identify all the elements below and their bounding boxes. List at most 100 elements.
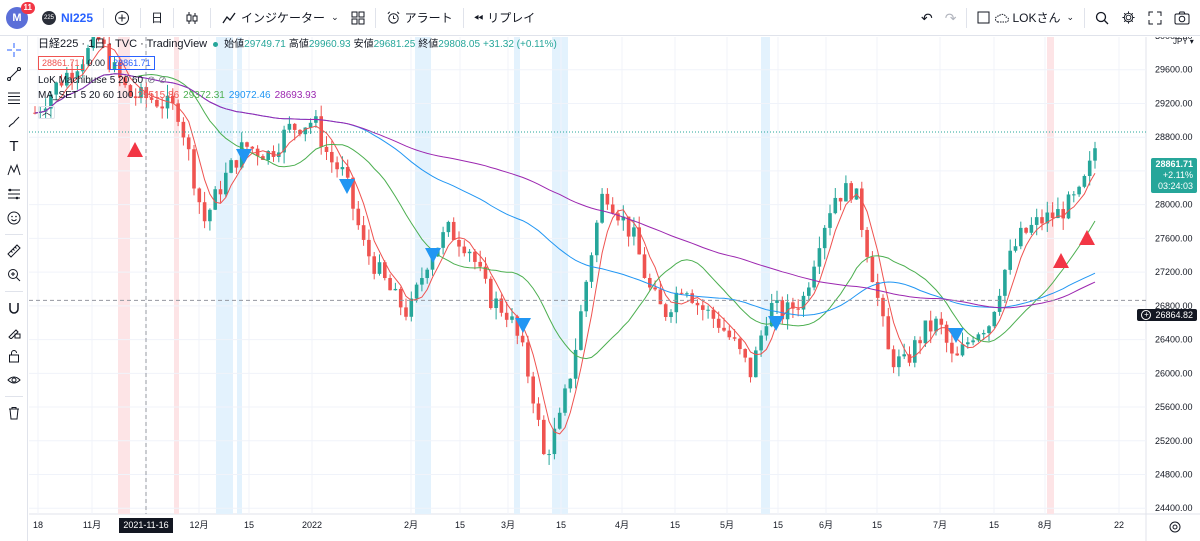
hide-tool[interactable]	[0, 368, 28, 392]
redo-button[interactable]: ↷	[939, 0, 963, 36]
candle-body	[642, 254, 647, 278]
crosshair-tool[interactable]	[0, 38, 28, 62]
candle-body	[1072, 194, 1076, 196]
indicators-button[interactable]: インジケーター ⌄	[215, 0, 345, 36]
ma5-line[interactable]	[34, 45, 1096, 435]
signal-band	[514, 37, 520, 514]
pattern-tool[interactable]	[0, 158, 28, 182]
candle-body	[367, 239, 371, 257]
price-tick: 25200.00	[1155, 436, 1193, 446]
lock-icon	[9, 350, 19, 363]
buy-price-box[interactable]: 28861.71	[109, 56, 155, 70]
candle-body	[796, 308, 800, 310]
chart-type-button[interactable]	[178, 0, 206, 36]
series-title[interactable]: 日経225 · 1日 · TVC · TradingView	[38, 38, 208, 50]
replay-button[interactable]: ⏪︎ リプレイ	[468, 0, 542, 36]
candle-body	[764, 326, 769, 336]
prediction-tool[interactable]	[0, 182, 28, 206]
currency-label[interactable]: JPY ▾	[1173, 37, 1194, 46]
buy-signal-marker[interactable]	[948, 328, 964, 343]
fullscreen-button[interactable]	[1142, 0, 1168, 36]
time-tick: 2月	[404, 520, 418, 530]
candle-body	[722, 327, 726, 331]
indicator-legend-1[interactable]: LoK Machibuse 5 20 60 ⊘ ⊘	[38, 74, 560, 87]
candle-body	[589, 255, 594, 282]
sell-signal-marker[interactable]	[1053, 253, 1069, 268]
candle-body	[769, 302, 774, 327]
crosshair-price-value: 26864.82	[1155, 310, 1193, 320]
templates-button[interactable]	[345, 0, 371, 36]
indicator-legend-2[interactable]: MA_SET 5 20 60 100 29515.86 29372.31 290…	[38, 89, 560, 102]
candle-body	[282, 129, 286, 153]
candle-body	[897, 356, 901, 368]
last-price-label: 28861.71 +2.11% 03:24:03	[1151, 158, 1197, 193]
delete-tool[interactable]	[0, 401, 28, 425]
text-tool[interactable]: T	[0, 134, 28, 158]
time-axis-labels[interactable]: 18 11月 2021-11-16 12月 15 2022 2月 15 3月 15 4月 15 5月 15…	[33, 518, 1124, 533]
ma5-value: 29515.86	[137, 90, 180, 101]
candle-body	[224, 172, 228, 195]
interval-button[interactable]: 日	[145, 0, 169, 36]
signal-band	[1047, 37, 1054, 514]
layout-button[interactable]: LOKさん ⌄	[971, 0, 1080, 36]
close-label: 終値	[418, 39, 439, 50]
lock-tool[interactable]	[0, 344, 28, 368]
buy-signal-marker[interactable]	[339, 179, 355, 194]
buy-signal-marker[interactable]	[236, 149, 252, 164]
candle-body	[605, 193, 610, 205]
measure-tool[interactable]	[0, 239, 28, 263]
sell-price-box[interactable]: 28861.71	[38, 56, 84, 70]
alert-button[interactable]: アラート	[380, 0, 459, 36]
emoji-tool[interactable]	[0, 206, 28, 230]
user-avatar[interactable]: M 11	[6, 1, 35, 29]
snapshot-button[interactable]	[1168, 0, 1196, 36]
price-axis-pane[interactable]	[1146, 37, 1200, 533]
ma20-value: 29372.31	[183, 90, 225, 101]
stay-in-drawing-tool[interactable]	[0, 320, 28, 344]
ruler-icon	[7, 244, 21, 258]
candle-body	[1087, 160, 1092, 176]
candle-body	[266, 151, 270, 160]
candle-body	[441, 232, 445, 248]
buy-signal-marker[interactable]	[425, 248, 441, 263]
chart-settings-icon[interactable]	[1169, 521, 1181, 533]
open-label: 始値	[224, 39, 245, 50]
candle-body	[91, 37, 96, 49]
candle-body	[923, 320, 928, 344]
sell-signal-marker[interactable]	[1079, 230, 1095, 245]
ma60-value: 29072.46	[228, 90, 271, 101]
plus-icon[interactable]: +	[1141, 310, 1152, 320]
redo-icon: ↷	[944, 9, 957, 26]
candle-body	[775, 300, 779, 303]
time-tick: 4月	[615, 520, 629, 530]
buy-signal-marker[interactable]	[515, 318, 531, 333]
search-button[interactable]	[1089, 0, 1115, 36]
price-chart[interactable]: JPY ▾30000.0029600.0029200.0028800.00284…	[29, 37, 1200, 541]
candle-body	[981, 332, 986, 335]
candle-body	[287, 123, 292, 130]
square-icon	[977, 11, 990, 24]
candle-body	[1003, 269, 1007, 296]
legend-collapse-button[interactable]: ︿	[38, 106, 560, 119]
ma20-line[interactable]	[34, 73, 1096, 360]
buy-signal-marker[interactable]	[768, 316, 784, 331]
sell-signal-marker[interactable]	[127, 142, 143, 157]
candle-body	[324, 146, 329, 152]
zoom-tool[interactable]	[0, 263, 28, 287]
candle-body	[504, 312, 509, 320]
candle-body	[1050, 212, 1055, 219]
compare-button[interactable]	[108, 0, 136, 36]
trendline-tool[interactable]	[0, 62, 28, 86]
candle-body	[902, 354, 906, 357]
symbol-search-button[interactable]: 225 NI225	[36, 0, 99, 36]
brush-tool[interactable]	[0, 110, 28, 134]
undo-button[interactable]: ↶	[915, 0, 939, 36]
candle-body	[1024, 227, 1028, 233]
ma100-line[interactable]	[34, 73, 1096, 309]
fib-tool[interactable]	[0, 86, 28, 110]
magnet-tool[interactable]	[0, 296, 28, 320]
settings-button[interactable]	[1115, 0, 1142, 36]
last-price-value: 28861.71	[1155, 159, 1193, 169]
candle-body	[579, 311, 583, 350]
candle-body	[1077, 186, 1081, 195]
